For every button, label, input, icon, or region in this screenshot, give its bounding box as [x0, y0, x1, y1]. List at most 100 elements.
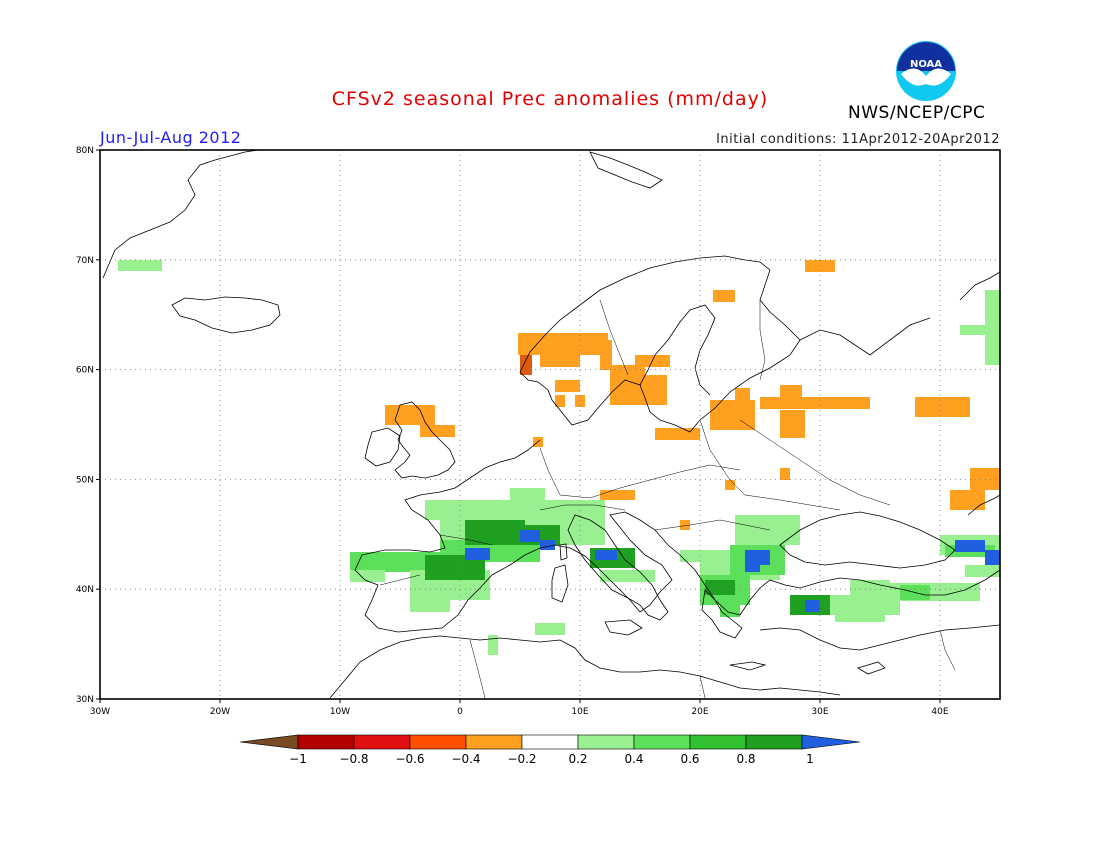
anomaly-cell — [540, 540, 555, 550]
agency-label: NWS/NCEP/CPC — [848, 103, 986, 123]
anomaly-cell — [600, 340, 612, 370]
coastline-sardinia — [551, 564, 569, 603]
anomaly-cell — [535, 623, 565, 635]
lon-tick-label: 30E — [811, 707, 828, 717]
coastline-cyprus — [857, 661, 886, 675]
colorbar-label: −0.2 — [507, 752, 536, 766]
colorbar-right-arrow — [801, 734, 861, 750]
anomaly-cell — [595, 550, 617, 560]
lon-tick-label: 20W — [210, 707, 230, 717]
colorbar-label: 0.4 — [624, 752, 643, 766]
coastline-bothnia — [639, 304, 716, 396]
border-central-europe — [559, 464, 741, 499]
coastline-novaya-zemlya — [959, 271, 1001, 301]
map-frame — [99, 149, 1001, 700]
colorbar-segment — [577, 734, 635, 750]
chart-title: CFSv2 seasonal Prec anomalies (mm/day) — [331, 88, 769, 110]
anomaly-cell — [705, 580, 735, 595]
colorbar-label: 0.8 — [736, 752, 755, 766]
anomaly-cell — [720, 595, 740, 617]
coastline-iceland — [171, 296, 281, 334]
border-north-africa — [469, 639, 486, 699]
border-iberia — [379, 574, 421, 586]
noaa-logo-icon: NOAA — [896, 41, 956, 101]
lat-tick-label: 80N — [76, 146, 94, 156]
coastline-greenland — [102, 149, 259, 279]
anomaly-cell — [488, 635, 498, 655]
anomaly-cell — [555, 395, 565, 407]
coastline-corsica — [559, 543, 568, 561]
colorbar-left-arrow — [239, 734, 299, 750]
coastline-europe — [354, 439, 1001, 633]
anomaly-cell — [680, 520, 690, 530]
coastline-crete — [729, 661, 767, 671]
lon-tick-label: 30W — [90, 707, 110, 717]
country-borders — [379, 299, 956, 699]
colorbar-segment — [297, 734, 355, 750]
anomaly-cell — [518, 333, 608, 355]
anomaly-cell — [725, 480, 735, 490]
coastlines — [102, 149, 1001, 699]
anomaly-cell — [780, 468, 790, 480]
anomaly-cell — [385, 405, 435, 425]
coastline-sicily — [604, 619, 643, 636]
colorbar-label: 0.2 — [568, 752, 587, 766]
anomaly-cell — [465, 548, 490, 560]
border-turkey-syria — [939, 629, 956, 671]
border-russia-west — [739, 419, 891, 506]
anomaly-cell — [805, 600, 820, 612]
lon-tick-label: 20E — [691, 707, 708, 717]
anomaly-cell — [510, 488, 545, 500]
anomaly-cells — [118, 260, 1000, 655]
coastline-italy — [567, 514, 669, 621]
anomaly-cell — [780, 385, 802, 397]
anomaly-cell — [915, 397, 970, 417]
border-libya-egypt — [699, 675, 706, 699]
lat-tick-label: 70N — [76, 256, 94, 266]
coastline-ireland — [364, 427, 401, 467]
anomaly-cell — [465, 520, 525, 545]
anomaly-cell — [680, 550, 730, 562]
anomaly-cell — [955, 540, 985, 552]
colorbar-label: 1 — [806, 752, 814, 766]
coastline-black-sea — [779, 511, 956, 569]
season-label: Jun-Jul-Aug 2012 — [100, 128, 242, 147]
colorbar-segment — [409, 734, 467, 750]
anomaly-cell — [600, 570, 655, 582]
colorbar-label: −0.6 — [395, 752, 424, 766]
anomaly-cell — [645, 375, 667, 405]
anomaly-cell — [520, 530, 540, 542]
colorbar-segment — [465, 734, 523, 750]
anomaly-cell — [735, 388, 750, 400]
longitude-labels: 30W 20W 10W 0 10E 20E 30E 40E — [90, 699, 949, 717]
anomaly-cell — [760, 565, 785, 575]
lat-tick-label: 50N — [76, 475, 94, 485]
border-france-spain — [439, 534, 493, 546]
border-france-germany — [539, 447, 561, 496]
lon-tick-label: 40E — [931, 707, 948, 717]
anomaly-cell — [950, 490, 985, 510]
coastline-white-sea — [799, 317, 931, 356]
anomaly-cell — [118, 260, 162, 271]
latitude-labels: 80N 70N 60N 50N 40N 30N — [76, 146, 100, 705]
anomaly-cell — [540, 355, 580, 367]
colorbar-label: −1 — [289, 752, 307, 766]
lon-tick-label: 10E — [571, 707, 588, 717]
coastline-svalbard — [589, 151, 663, 189]
anomaly-cell — [420, 425, 455, 437]
anomaly-cell — [600, 490, 635, 500]
anomaly-cell — [735, 515, 800, 545]
colorbar: −1 −0.8 −0.6 −0.4 −0.2 0.2 0.4 0.6 0.8 1 — [239, 734, 861, 766]
anomaly-cell — [520, 355, 532, 375]
coastline-turkey — [759, 624, 1001, 651]
anomaly-cell — [760, 397, 870, 409]
lat-tick-label: 30N — [76, 695, 94, 705]
coastline-scandinavia — [519, 255, 801, 433]
initial-conditions-label: Initial conditions: 11Apr2012-20Apr2012 — [716, 132, 1000, 147]
lat-tick-label: 60N — [76, 366, 94, 376]
lon-tick-label: 0 — [457, 707, 463, 717]
anomaly-cell — [965, 565, 1000, 577]
coastline-great-britain — [394, 401, 456, 479]
border-scandinavia-split — [599, 299, 629, 376]
